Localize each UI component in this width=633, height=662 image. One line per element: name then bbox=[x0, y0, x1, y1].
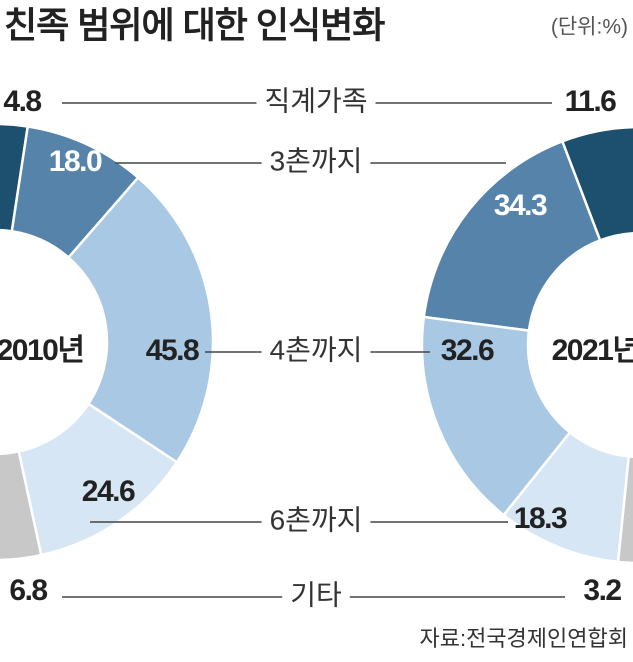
category-label: 직계가족 bbox=[264, 85, 367, 116]
series-name: 2010년 bbox=[0, 334, 83, 367]
unit-label: (단위:%) bbox=[551, 16, 628, 39]
category-label: 기타 bbox=[290, 579, 342, 610]
labels: 4.818.0 45.8 24.6 6.8 2010년 11.6 34.3 32.6 18.3 3… bbox=[0, 85, 633, 610]
donut-segment bbox=[420, 315, 572, 517]
donut-segment bbox=[616, 455, 633, 565]
value-label: 18.3 bbox=[514, 502, 567, 535]
value-label: 18.0 bbox=[49, 145, 102, 178]
category-label: 4촌까지 bbox=[270, 334, 363, 365]
arcs bbox=[0, 122, 633, 565]
chart-title: 친족 범위에 대한 인식변화 bbox=[4, 5, 385, 46]
donut-segment bbox=[66, 175, 215, 464]
value-label: 32.6 bbox=[441, 334, 494, 367]
value-label: 24.6 bbox=[82, 475, 135, 508]
category-label: 3촌까지 bbox=[270, 145, 363, 176]
value-label: 3.2 bbox=[583, 574, 621, 607]
value-label: 4.8 bbox=[3, 85, 41, 118]
value-label: 11.6 bbox=[565, 85, 617, 118]
category-label: 6촌까지 bbox=[270, 504, 363, 535]
value-label: 45.8 bbox=[146, 334, 199, 367]
value-label: 34.3 bbox=[494, 189, 547, 222]
donut-segment bbox=[0, 449, 43, 562]
donut-segment bbox=[422, 139, 602, 333]
value-label: 6.8 bbox=[9, 574, 47, 607]
series-name: 2021년 bbox=[552, 334, 633, 367]
source: 자료:전국경제인연합회 bbox=[419, 626, 628, 651]
